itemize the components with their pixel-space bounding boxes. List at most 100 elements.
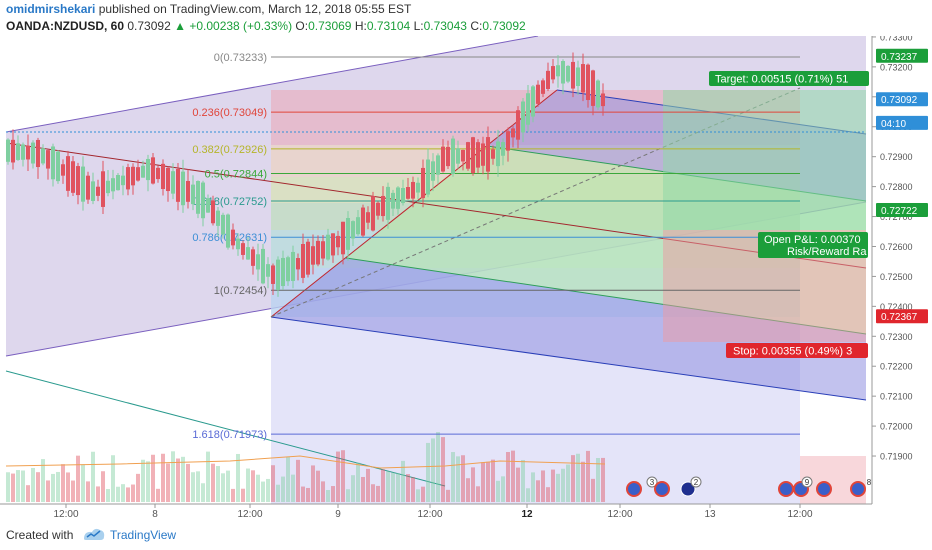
candle-body [456,148,460,164]
volume-bar [271,465,275,502]
tradingview-link[interactable]: TradingView [110,528,177,542]
candle-body [381,195,385,217]
us-flag-icon[interactable] [778,481,794,497]
volume-bar [386,471,390,502]
price-tick-label: 0.72200 [880,362,913,372]
volume-bar [26,485,30,502]
candle-body [461,149,465,162]
ohlc-line: OANDA:NZDUSD, 60 0.73092 ▲ +0.00238 (+0.… [6,19,526,33]
low-label: L: [413,19,424,33]
price-tick-label: 0.72600 [880,242,913,252]
volume-bar [186,463,190,502]
stop-badge [726,343,868,358]
volume-bar [506,452,510,502]
candle-body [386,186,390,220]
event-count-2: 2 [694,478,699,487]
candle-body [411,181,415,199]
candle-body [546,70,550,89]
symbol-label: OANDA:NZDUSD, 60 [6,19,125,33]
volume-bar [376,485,380,502]
author-link[interactable]: omidmirshekari [6,2,96,16]
candle-body [591,70,595,106]
volume-bar [41,459,45,502]
candle-body [406,187,410,199]
time-axis[interactable] [0,504,932,520]
close-value: 0.73092 [482,19,526,33]
volume-bar [431,438,435,502]
volume-bar [141,459,145,502]
candle-body [81,166,85,202]
candle-body [181,171,185,206]
candle-body [311,246,315,265]
price-tick-label: 0.73200 [880,62,913,72]
candle-body [396,187,400,209]
low-value: 0.73043 [423,19,467,33]
upper-channel-top-line [5,36,539,133]
candle-body [191,184,195,205]
candle-body [441,146,445,172]
event-flags[interactable]: 3 2 9 8 [626,476,872,497]
volume-bar [251,470,255,502]
price-change: +0.00238 (+0.33%) [189,19,293,33]
candle-body [121,175,125,186]
candle-body [541,80,545,94]
volume-bar [266,478,270,502]
tradingview-logo-icon[interactable] [82,526,106,542]
candle-body [231,229,235,246]
open-pl-label: Open P&L: 0.00370 [764,234,861,246]
candle-body [51,146,55,180]
volume-bar [541,470,545,502]
volume-bar [331,486,335,502]
us-flag-icon[interactable] [654,481,670,497]
last-price: 0.73092 [127,19,171,33]
event-count-badge [801,476,813,488]
volume-bar [466,478,470,502]
candle-body [186,180,190,202]
event-count-3: 3 [650,478,655,487]
candle-body [41,148,45,164]
candle-body [551,66,555,80]
price-tick-label: 0.73300 [880,36,913,42]
volume-bars [6,432,605,502]
volume-bar [246,468,250,502]
volume-bar [111,455,115,502]
volume-bar [46,480,50,502]
volume-moving-average [5,455,606,469]
candle-body [16,143,20,160]
volume-bar [341,450,345,502]
candle-body [416,182,420,193]
volume-bar [581,461,585,502]
volume-bar [56,471,60,502]
volume-bar [421,486,425,502]
volume-bar [381,469,385,502]
candle-body [341,221,345,255]
candle-body [76,166,80,196]
candle-body [516,110,520,140]
candle-body [286,257,290,282]
candle-body [491,149,495,159]
candle-body [436,155,440,175]
price-axis-badge [876,309,928,324]
us-flag-icon[interactable] [626,481,642,497]
us-flag-icon[interactable] [850,481,866,497]
price-chart[interactable]: 0(0.73233) 0.236(0.73049) 0.382(0.72926) 0.… [0,36,932,520]
nz-flag-icon[interactable] [680,481,696,497]
volume-bar [496,480,500,502]
candle-body [506,131,510,151]
candle-body [21,144,25,160]
price-axis-badge-label: 0.73237 [881,52,918,63]
target-badge [709,71,869,86]
candlestick-series [6,52,605,297]
price-axis-badge [876,202,928,217]
candle-body [571,61,575,89]
candle-body [566,65,570,82]
candle-body [296,258,300,270]
volume-bar [276,484,280,502]
volume-bar [241,488,245,502]
us-flag-icon[interactable] [816,481,832,497]
candle-body [276,259,280,290]
volume-bar [261,481,265,502]
volume-bar [71,480,75,502]
volume-bar [566,464,570,502]
published-text: published on TradingView.com, March 12, … [98,2,412,16]
